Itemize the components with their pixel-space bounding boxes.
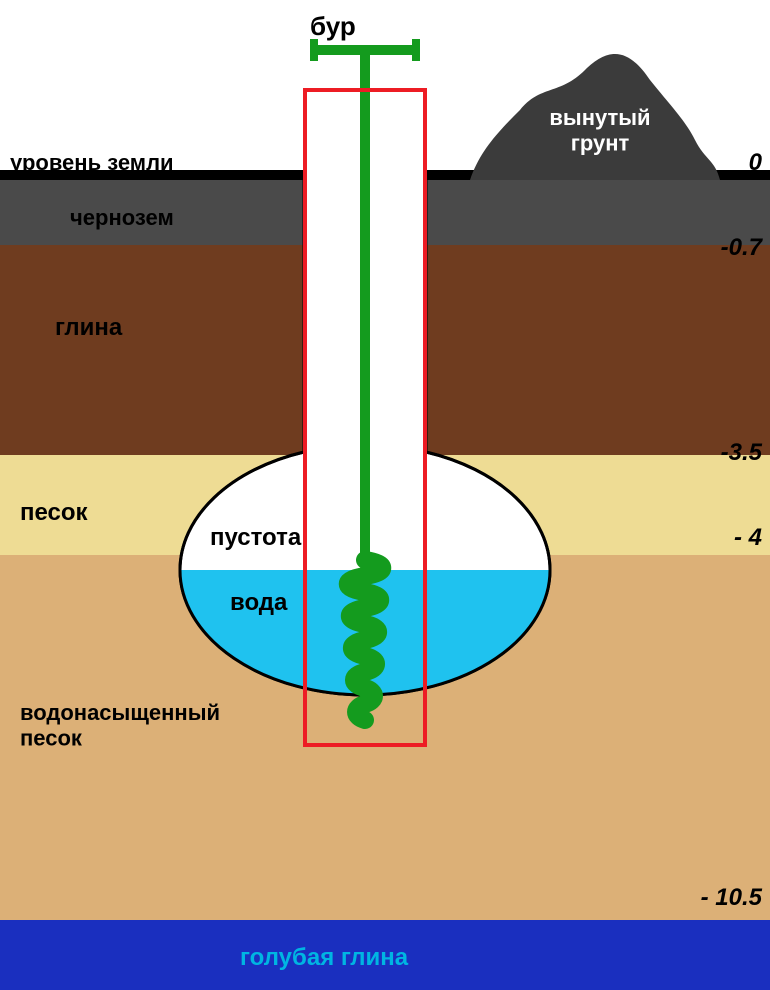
svg-text:вода: вода <box>230 589 288 616</box>
svg-text:песок: песок <box>20 725 83 750</box>
diagram-overlay: вынутыйгрунт пустота вода бур уровень земли 0… <box>0 0 770 990</box>
svg-text:голубая глина: голубая глина <box>240 944 409 971</box>
well-cross-section-diagram: вынутыйгрунт пустота вода бур уровень земли 0… <box>0 0 770 990</box>
svg-text:уровень земли: уровень земли <box>10 150 174 175</box>
svg-text:- 4: - 4 <box>734 524 762 551</box>
svg-text:пустота: пустота <box>210 524 302 551</box>
svg-text:песок: песок <box>20 499 89 526</box>
svg-text:глина: глина <box>55 314 123 341</box>
svg-text:вынутый: вынутый <box>549 105 650 130</box>
svg-text:водонасыщенный: водонасыщенный <box>20 700 220 725</box>
svg-text:чернозем: чернозем <box>70 205 174 230</box>
svg-text:бур: бур <box>310 11 356 41</box>
svg-text:грунт: грунт <box>571 130 630 155</box>
svg-text:-3.5: -3.5 <box>721 439 763 466</box>
svg-text:- 10.5: - 10.5 <box>701 884 763 911</box>
svg-text:0: 0 <box>749 149 763 176</box>
svg-text:-0.7: -0.7 <box>721 234 764 261</box>
